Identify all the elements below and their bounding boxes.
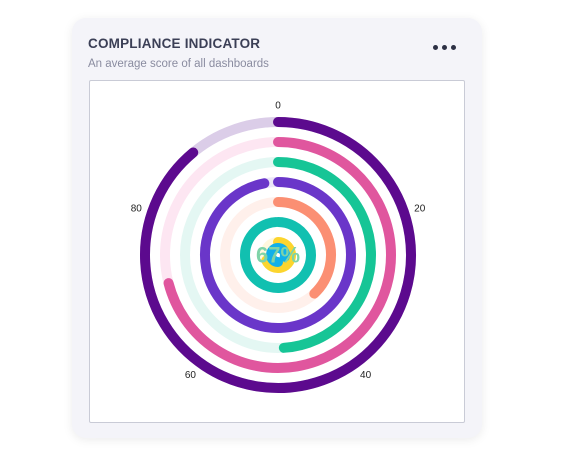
card-title: COMPLIANCE INDICATOR	[88, 36, 261, 51]
axis-tick-label: 20	[414, 203, 426, 214]
axis-tick-label: 60	[185, 370, 197, 381]
ring-bar-8[interactable]	[266, 243, 290, 267]
axis-tick-label: 0	[275, 101, 281, 112]
center-percentage-label: 67%	[256, 243, 300, 268]
axis-tick-label: 40	[360, 370, 372, 381]
ring-bar-5[interactable]	[273, 197, 336, 299]
more-horizontal-icon	[450, 44, 456, 50]
more-options-button[interactable]	[428, 38, 460, 56]
ring-bar-6[interactable]	[240, 217, 316, 293]
more-horizontal-icon	[441, 44, 447, 50]
ring-bar-2[interactable]	[163, 137, 396, 373]
compliance-indicator-card: COMPLIANCE INDICATOR An average score of…	[72, 18, 482, 438]
card-subtitle: An average score of all dashboards	[88, 58, 269, 70]
ring-bar-7[interactable]	[261, 237, 296, 273]
ring-bar-4[interactable]	[200, 177, 356, 333]
ring-bar-1[interactable]	[140, 117, 416, 393]
axis-tick-label: 80	[131, 203, 143, 214]
radial-bar-chart: 0 20 40 60 80 67%	[131, 101, 426, 393]
more-horizontal-icon	[432, 44, 438, 50]
ring-bar-3[interactable]	[273, 157, 376, 353]
chart-panel: 0 20 40 60 80 67%	[89, 80, 465, 423]
